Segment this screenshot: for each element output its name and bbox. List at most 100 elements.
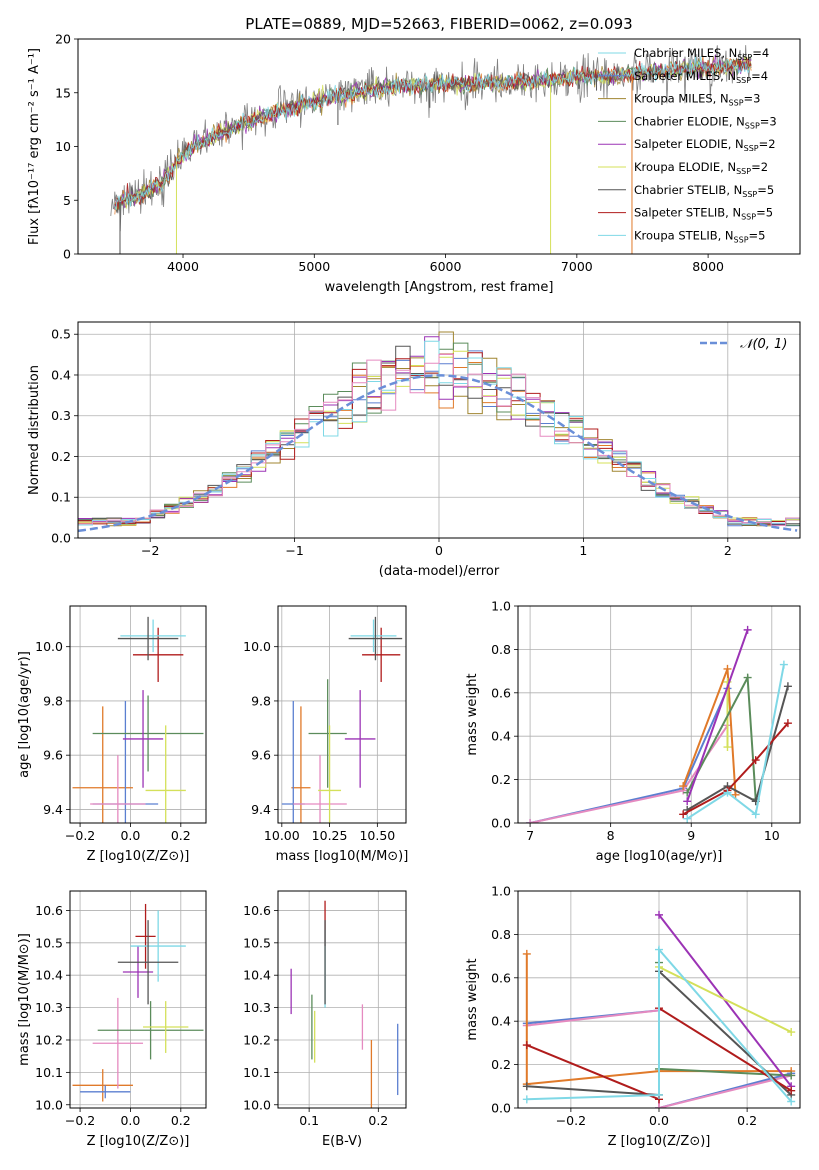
x-tick-label: 10.00: [264, 828, 300, 843]
weight-marker: [655, 1090, 663, 1099]
y-tick-label: 15: [55, 85, 71, 100]
spectrum-model-line: [114, 55, 752, 210]
weight-line: [682, 722, 789, 816]
panel-mass_vs_Z: −0.2 0.0 0.2 10.0 10.1 10.2 10.3 10.4 10.5 10.6 Z …: [17, 890, 207, 1149]
plot-area: [110, 45, 752, 254]
y-tick-label: 9.4: [43, 802, 63, 817]
plot-area: [522, 910, 796, 1108]
weight-marker: [731, 790, 740, 799]
weight-marker: [723, 664, 732, 673]
axes-frame: [517, 890, 801, 1109]
axes-frame: [77, 321, 801, 539]
y-tick-label: 1.0: [491, 884, 511, 899]
panel-age_vs_mass: 10.00 10.25 10.50 9.4 9.6 9.8 10.0 mass [log10(…: [243, 605, 409, 864]
y-tick-label: 10.6: [243, 903, 271, 918]
panel-mass_vs_ebv: 0.1 0.2 10.0 10.1 10.2 10.3 10.4 10.5 10.6 E(B-V): [243, 890, 407, 1149]
y-tick-label: 0.6: [491, 970, 511, 985]
x-tick-label: −0.2: [556, 1113, 586, 1128]
y-tick-label: 0.4: [491, 729, 511, 744]
plot-area: [72, 616, 204, 823]
axes-frame: [77, 38, 801, 255]
x-tick-label: 9: [687, 828, 695, 843]
y-tick-label: 9.6: [251, 748, 271, 763]
y-tick-label: 5: [63, 193, 71, 208]
weight-marker: [522, 1095, 531, 1104]
weight-marker: [655, 1104, 663, 1108]
panel-residuals: −2 −1 0 1 2 0.0 0.1 0.2 0.3 0.4 0.5 (data-model)/er…: [27, 321, 801, 579]
x-tick-label: 10.25: [312, 828, 348, 843]
axes-frame: [277, 890, 407, 1109]
weight-marker: [683, 797, 692, 806]
y-tick-label: 10.2: [243, 1032, 271, 1047]
x-axis-label: E(B-V): [322, 1134, 362, 1149]
chart-title: PLATE=0889, MJD=52663, FIBERID=0062, z=0…: [245, 15, 632, 33]
y-tick-label: 10.5: [243, 935, 271, 950]
x-tick-label: 0.0: [120, 1113, 140, 1128]
weight-line: [686, 686, 789, 811]
x-tick-label: −0.2: [65, 1113, 95, 1128]
y-tick-label: 0.0: [491, 1101, 511, 1116]
x-tick-label: 8000: [692, 259, 724, 274]
x-tick-label: 0.2: [171, 828, 191, 843]
panel-age_vs_Z: −0.2 0.0 0.2 9.4 9.6 9.8 10.0 Z [log10(Z/Z⊙)] ag…: [17, 605, 207, 864]
plot-area: [78, 331, 800, 533]
legend-label: Chabrier ELODIE, NSSP=3: [634, 114, 777, 130]
weight-marker: [522, 949, 531, 958]
x-axis-label: Z [log10(Z/Z⊙)]: [87, 1134, 190, 1149]
x-tick-label: 10: [764, 828, 780, 843]
y-tick-label: 0.1: [51, 490, 71, 505]
y-tick-label: 0.5: [51, 327, 71, 342]
y-tick-label: 0.6: [491, 685, 511, 700]
x-axis-label: (data-model)/error: [379, 564, 500, 579]
legend-label: 𝒩(0, 1): [740, 337, 787, 352]
x-tick-label: 6000: [430, 259, 462, 274]
y-tick-label: 0.2: [491, 1057, 511, 1072]
legend-label: Salpeter ELODIE, NSSP=2: [634, 137, 776, 153]
y-tick-label: 0.8: [491, 927, 511, 942]
weight-marker: [743, 673, 752, 682]
y-tick-label: 10.0: [243, 1097, 271, 1112]
y-tick-label: 0.0: [491, 816, 511, 831]
panel-weight_vs_age: 7 8 9 10 0.0 0.2 0.4 0.6 0.8 1.0 age [log10(age/yr…: [465, 599, 801, 864]
x-tick-label: 0: [435, 543, 443, 558]
y-tick-label: 9.6: [43, 748, 63, 763]
x-tick-label: 4000: [167, 259, 199, 274]
weight-marker: [787, 1028, 796, 1037]
y-tick-label: 10.4: [243, 968, 271, 983]
weight-marker: [779, 660, 788, 669]
weight-marker: [679, 810, 688, 819]
legend: 𝒩(0, 1): [700, 337, 787, 352]
axes-frame: [277, 605, 407, 824]
legend: Chabrier MILES, NSSP=4 Salpeter MILES, NS…: [598, 46, 777, 244]
x-axis-label: mass [log10(M/M⊙)]: [276, 849, 409, 864]
weight-line: [686, 629, 749, 802]
legend-label: Chabrier MILES, NSSP=4: [634, 46, 769, 62]
weight-line: [658, 962, 792, 1077]
x-tick-label: −1: [285, 543, 303, 558]
panel-weight_vs_Z: −0.2 0.0 0.2 0.0 0.2 0.4 0.6 0.8 1.0 Z [log10(Z/Z…: [465, 884, 801, 1149]
x-tick-label: 5000: [298, 259, 330, 274]
x-tick-label: 0.2: [368, 1113, 388, 1128]
y-tick-label: 0.4: [51, 367, 71, 382]
x-axis-label: Z [log10(Z/Z⊙)]: [608, 1134, 711, 1149]
y-tick-label: 0.8: [491, 642, 511, 657]
panel-spectrum: 4000 5000 6000 7000 8000 0 5 10 15 20 wavelength […: [27, 15, 801, 295]
y-axis-label: Flux [fλ10⁻¹⁷ erg cm⁻² s⁻¹ A⁻¹]: [27, 48, 42, 245]
x-tick-label: 1: [579, 543, 587, 558]
y-tick-label: 9.8: [251, 693, 271, 708]
legend-label: Salpeter STELIB, NSSP=5: [634, 206, 773, 222]
weight-marker: [783, 719, 792, 728]
weight-marker: [751, 810, 760, 819]
y-tick-label: 9.8: [43, 693, 63, 708]
plot-area: [72, 903, 204, 1102]
weight-marker: [783, 682, 792, 691]
axes-frame: [69, 890, 207, 1109]
y-tick-label: 10.6: [35, 903, 63, 918]
y-tick-label: 10.4: [35, 968, 63, 983]
legend-label: Salpeter MILES, NSSP=4: [634, 69, 768, 85]
y-tick-label: 10.3: [243, 1000, 271, 1015]
y-axis-label: age [log10(age/yr)]: [17, 651, 32, 778]
weight-marker: [743, 625, 752, 634]
y-tick-label: 20: [55, 32, 71, 47]
y-tick-label: 10: [55, 139, 71, 154]
